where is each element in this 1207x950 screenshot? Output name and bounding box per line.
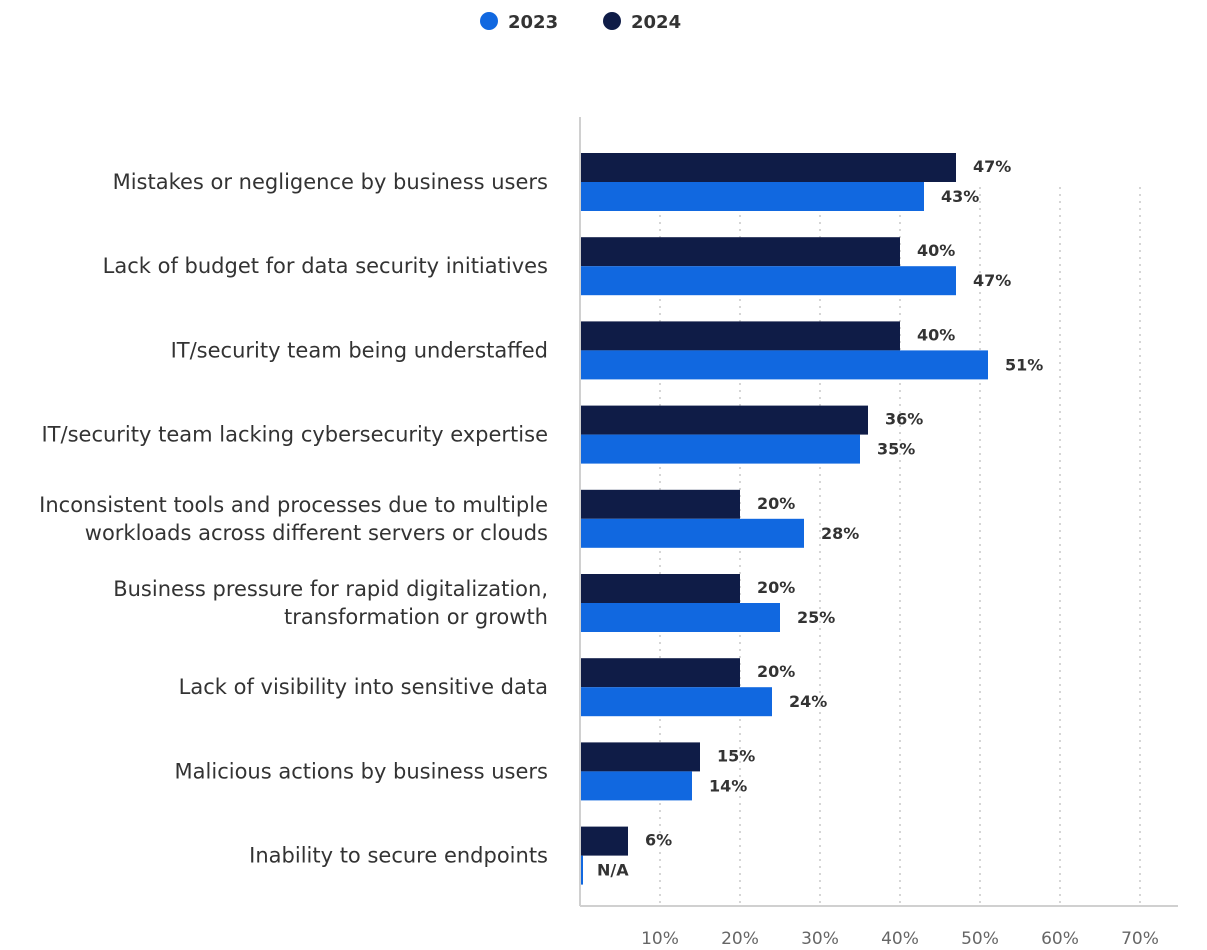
category-label-line: Business pressure for rapid digitalizati… bbox=[113, 577, 548, 601]
value-label-2023-5: 25% bbox=[797, 608, 835, 627]
bar-2024-3 bbox=[580, 405, 868, 435]
category-label-line: transformation or growth bbox=[284, 605, 548, 629]
x-tick-label-10: 10% bbox=[641, 929, 679, 949]
legend-marker-2024 bbox=[603, 12, 621, 30]
axes bbox=[579, 117, 1178, 907]
value-label-2024-0: 47% bbox=[973, 157, 1011, 176]
value-label-2024-5: 20% bbox=[757, 578, 795, 597]
value-label-2024-2: 40% bbox=[917, 325, 955, 344]
x-tick-label-60: 60% bbox=[1041, 929, 1079, 949]
bar-2024-6 bbox=[580, 658, 740, 688]
category-label-line: Inability to secure endpoints bbox=[249, 844, 548, 868]
legend-label-2024: 2024 bbox=[631, 12, 681, 33]
value-label-2023-6: 24% bbox=[789, 692, 827, 711]
category-label-line: Lack of visibility into sensitive data bbox=[179, 675, 548, 699]
category-label-2: IT/security team being understaffed bbox=[171, 338, 548, 362]
bar-2023-8 bbox=[580, 855, 583, 885]
bar-2023-7 bbox=[580, 771, 692, 801]
bar-2023-6 bbox=[580, 687, 772, 717]
value-label-2023-0: 43% bbox=[941, 187, 979, 206]
x-tick-label-50: 50% bbox=[961, 929, 999, 949]
x-tick-label-30: 30% bbox=[801, 929, 839, 949]
category-label-3: IT/security team lacking cybersecurity e… bbox=[41, 423, 548, 447]
x-tick-label-40: 40% bbox=[881, 929, 919, 949]
category-labels: Mistakes or negligence by business users… bbox=[39, 170, 548, 868]
category-label-line: IT/security team being understaffed bbox=[171, 338, 548, 362]
value-label-2023-2: 51% bbox=[1005, 355, 1043, 374]
legend-label-2023: 2023 bbox=[508, 12, 558, 33]
category-label-line: IT/security team lacking cybersecurity e… bbox=[41, 423, 548, 447]
legend-marker-2023 bbox=[480, 12, 498, 30]
value-label-2023-4: 28% bbox=[821, 524, 859, 543]
bars bbox=[580, 153, 988, 885]
bar-2024-8 bbox=[580, 826, 628, 856]
category-label-7: Malicious actions by business users bbox=[175, 759, 548, 783]
x-tick-labels: 10% 20% 30% 40% 50% 60% 70% bbox=[641, 929, 1159, 949]
category-label-5: Business pressure for rapid digitalizati… bbox=[113, 577, 548, 629]
value-label-2023-3: 35% bbox=[877, 440, 915, 459]
bar-2023-0 bbox=[580, 182, 924, 211]
bar-2023-4 bbox=[580, 518, 804, 548]
category-label-line: Lack of budget for data security initiat… bbox=[103, 254, 548, 278]
bar-2023-5 bbox=[580, 603, 780, 632]
legend: 2023 2024 bbox=[480, 12, 681, 33]
category-label-8: Inability to secure endpoints bbox=[249, 844, 548, 868]
bar-2024-2 bbox=[580, 321, 900, 351]
category-label-line: Mistakes or negligence by business users bbox=[113, 170, 548, 194]
x-tick-label-70: 70% bbox=[1121, 929, 1159, 949]
bar-2024-0 bbox=[580, 153, 956, 182]
bar-2024-4 bbox=[580, 489, 740, 519]
bar-2023-2 bbox=[580, 350, 988, 380]
category-label-6: Lack of visibility into sensitive data bbox=[179, 675, 548, 699]
value-label-2024-3: 36% bbox=[885, 410, 923, 429]
category-label-line: workloads across different servers or cl… bbox=[85, 521, 548, 545]
value-labels: 47%43%40%47%40%51%36%35%20%28%20%25%20%2… bbox=[597, 157, 1043, 880]
value-label-2023-1: 47% bbox=[973, 271, 1011, 290]
bar-2023-3 bbox=[580, 434, 860, 464]
value-label-2024-7: 15% bbox=[717, 746, 755, 765]
bar-2024-7 bbox=[580, 742, 700, 772]
x-tick-label-20: 20% bbox=[721, 929, 759, 949]
value-label-2024-4: 20% bbox=[757, 494, 795, 513]
category-label-line: Inconsistent tools and processes due to … bbox=[39, 493, 548, 517]
category-label-line: Malicious actions by business users bbox=[175, 759, 548, 783]
bar-2024-5 bbox=[580, 574, 740, 603]
bar-2024-1 bbox=[580, 237, 900, 267]
value-label-2023-8: N/A bbox=[597, 861, 629, 880]
value-label-2024-6: 20% bbox=[757, 662, 795, 681]
value-label-2023-7: 14% bbox=[709, 776, 747, 795]
grid-lines bbox=[659, 187, 1141, 906]
bar-2023-1 bbox=[580, 266, 956, 296]
value-label-2024-8: 6% bbox=[645, 831, 672, 850]
category-label-0: Mistakes or negligence by business users bbox=[113, 170, 548, 194]
category-label-4: Inconsistent tools and processes due to … bbox=[39, 493, 548, 545]
value-label-2024-1: 40% bbox=[917, 241, 955, 260]
category-label-1: Lack of budget for data security initiat… bbox=[103, 254, 548, 278]
